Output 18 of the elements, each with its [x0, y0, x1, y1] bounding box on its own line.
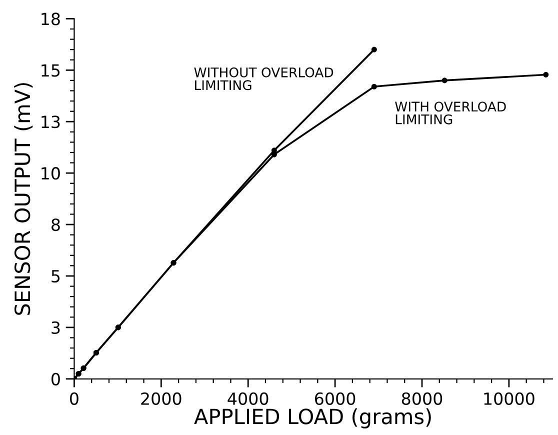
x-tick-label: 0: [70, 392, 78, 405]
y-tick-label: 3: [52, 321, 60, 334]
x-tick-label: 8000: [402, 392, 442, 405]
y-tick-label: 5: [52, 270, 60, 283]
y-tick-label: 18: [42, 12, 60, 26]
y-axis-title: SENSOR OUTPUT (mV): [14, 83, 33, 315]
series-label: WITHOUT OVERLOAD LIMITING: [194, 67, 334, 90]
x-tick-label: 2000: [141, 392, 182, 405]
series-label: WITH OVERLOAD LIMITING: [395, 102, 506, 124]
y-tick-label: 10: [42, 167, 60, 180]
x-tick-label: 10000: [484, 392, 534, 405]
x-tick-label: 6000: [315, 392, 356, 405]
x-tick-label: 4000: [228, 392, 268, 405]
y-tick-label: 15: [42, 64, 60, 77]
y-tick-label: 8: [52, 218, 60, 232]
y-tick-label: 0: [52, 372, 60, 386]
x-axis-title: APPLIED LOAD (grams): [194, 408, 431, 428]
y-tick-label: 13: [42, 116, 60, 128]
